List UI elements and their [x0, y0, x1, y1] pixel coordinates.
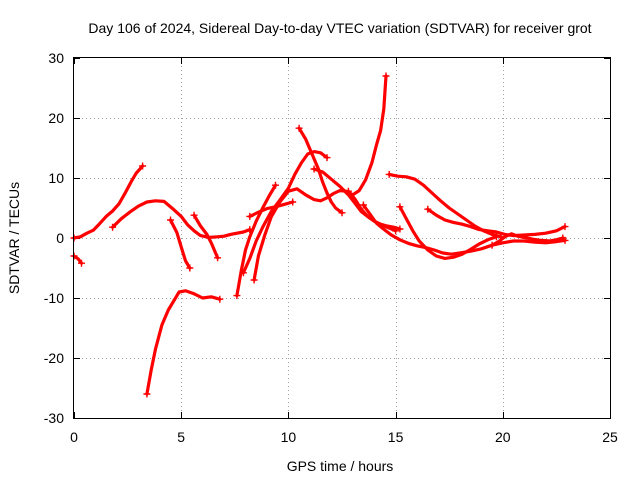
series-line	[145, 289, 222, 396]
series-line	[346, 189, 402, 231]
series-arc-18	[488, 232, 567, 249]
plus-marker	[143, 390, 151, 398]
plus-marker	[559, 234, 567, 242]
plot-frame	[73, 57, 611, 419]
y-axis-title: SDTVAR / TECUs	[6, 182, 22, 294]
x-tick-label: 10	[281, 429, 297, 445]
x-tick-label: 5	[177, 429, 185, 445]
plus-marker	[310, 165, 318, 173]
y-tick-label: 10	[48, 170, 64, 186]
series-line	[72, 164, 145, 240]
y-tick-label: 20	[48, 110, 64, 126]
series-line	[72, 254, 84, 265]
y-tick-label: 0	[56, 230, 64, 246]
plus-marker	[289, 198, 297, 206]
plus-marker	[561, 223, 569, 231]
plus-marker	[272, 181, 279, 189]
series-line	[168, 218, 192, 270]
plus-marker	[139, 162, 147, 170]
series-arc-16	[396, 203, 500, 260]
series-arc-6	[190, 211, 222, 262]
series-arc-3	[109, 199, 254, 239]
series-line	[235, 183, 278, 298]
y-tick-label: -10	[44, 290, 64, 306]
series-line	[248, 200, 295, 218]
series-line	[111, 199, 252, 239]
y-tick-label: 30	[48, 50, 64, 66]
plus-marker	[190, 211, 198, 219]
series-line	[192, 213, 220, 260]
plus-marker	[359, 201, 367, 209]
chart-title: Day 106 of 2024, Sidereal Day-to-day VTE…	[88, 20, 591, 36]
series-arc-8	[239, 150, 331, 277]
y-tick-label: -30	[44, 410, 64, 426]
plus-marker	[295, 124, 303, 132]
plus-marker	[492, 233, 500, 241]
series-line	[252, 74, 388, 282]
x-axis-title: GPS time / hours	[287, 458, 394, 474]
series-arc-11	[295, 124, 346, 217]
plus-marker	[250, 276, 258, 284]
plus-marker	[338, 209, 346, 217]
x-tick-label: 20	[495, 429, 511, 445]
axis-ticks: 0 5 10 15 20 25 -30 -20 -10 0 10 20 30	[44, 50, 618, 445]
plus-marker	[246, 212, 254, 220]
plus-marker	[233, 292, 241, 300]
series-arc-17	[424, 205, 569, 238]
x-tick-label: 15	[388, 429, 404, 445]
plus-marker	[488, 241, 496, 249]
series-arc-9	[250, 72, 390, 284]
plus-marker	[396, 225, 404, 233]
plus-marker	[385, 170, 393, 178]
series-arc-7	[233, 181, 279, 300]
series-line	[398, 205, 498, 260]
plus-marker	[382, 72, 390, 80]
series-arc-1	[70, 252, 85, 267]
data-series	[70, 72, 569, 398]
plus-marker	[396, 203, 404, 211]
series-line	[297, 126, 344, 215]
plus-marker	[424, 205, 432, 213]
series-arc-4	[167, 216, 194, 272]
plus-marker	[214, 254, 222, 262]
series-line	[490, 232, 565, 247]
series-line	[426, 207, 567, 238]
series-arc-2	[70, 162, 147, 242]
series-arc-5	[143, 289, 224, 398]
series-line	[361, 203, 567, 256]
plus-marker	[216, 295, 224, 303]
plus-marker	[344, 187, 352, 195]
x-tick-label: 0	[70, 429, 78, 445]
plus-marker	[167, 216, 174, 224]
x-tick-label: 25	[602, 429, 618, 445]
plus-marker	[78, 259, 85, 267]
series-line	[387, 172, 503, 239]
y-tick-label: -20	[44, 350, 64, 366]
series-line	[241, 150, 329, 275]
series-arc-10	[246, 198, 297, 220]
plus-marker	[109, 223, 117, 231]
plus-marker	[239, 269, 247, 277]
plus-marker	[323, 154, 331, 162]
plus-marker	[186, 264, 194, 272]
